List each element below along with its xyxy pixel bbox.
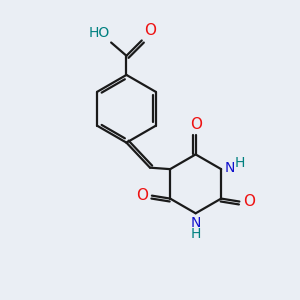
Text: O: O: [144, 22, 156, 38]
Text: O: O: [243, 194, 255, 209]
Text: O: O: [136, 188, 148, 203]
Text: N: N: [225, 161, 235, 175]
Text: H: H: [190, 226, 201, 241]
Text: N: N: [190, 216, 201, 230]
Text: H: H: [234, 156, 245, 170]
Text: O: O: [190, 117, 202, 132]
Text: HO: HO: [88, 26, 110, 40]
